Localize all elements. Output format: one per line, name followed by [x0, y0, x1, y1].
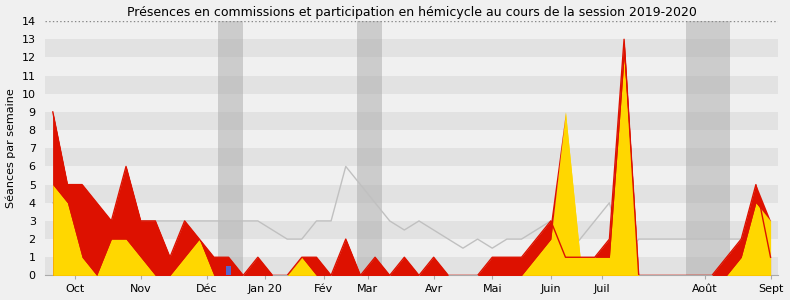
- Bar: [46, 130, 778, 148]
- Bar: [46, 184, 778, 203]
- Bar: [218, 21, 243, 275]
- Bar: [46, 112, 778, 130]
- Bar: [46, 239, 778, 257]
- Bar: [686, 21, 729, 275]
- Bar: [46, 57, 778, 76]
- Y-axis label: Séances par semaine: Séances par semaine: [6, 88, 16, 208]
- Bar: [46, 76, 778, 94]
- Bar: [46, 257, 778, 275]
- Bar: [46, 167, 778, 184]
- Bar: [46, 94, 778, 112]
- Bar: [46, 221, 778, 239]
- Bar: [46, 39, 778, 57]
- Bar: [227, 266, 231, 275]
- Title: Présences en commissions et participation en hémicycle au cours de la session 20: Présences en commissions et participatio…: [126, 6, 697, 19]
- Bar: [46, 148, 778, 166]
- Bar: [46, 21, 778, 39]
- Bar: [46, 203, 778, 221]
- Bar: [357, 21, 382, 275]
